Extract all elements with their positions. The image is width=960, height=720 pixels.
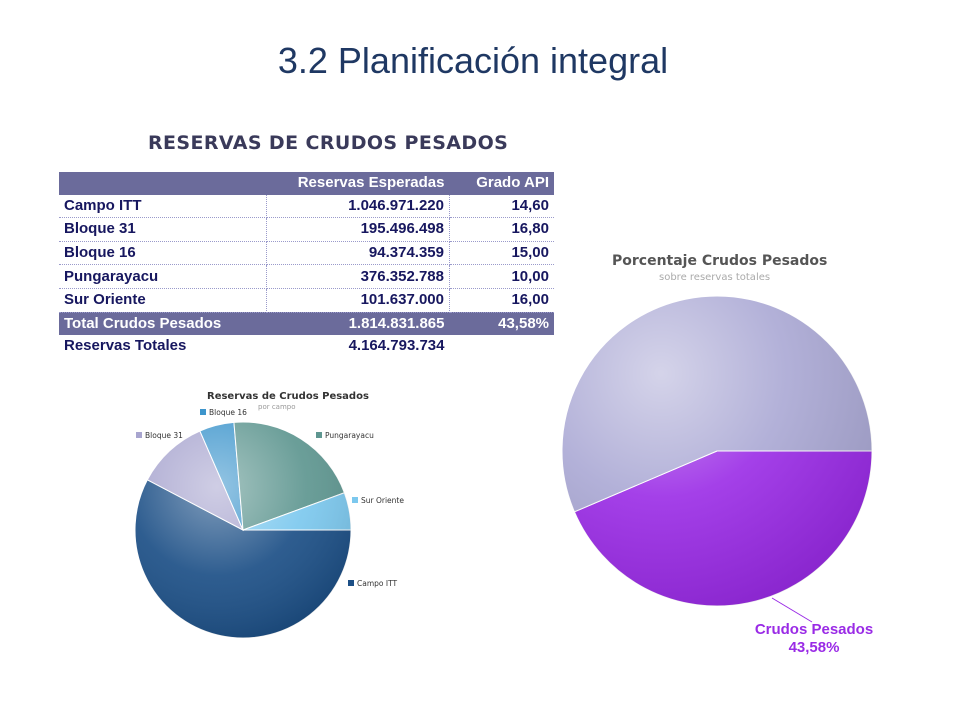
table-header-campo: [59, 172, 267, 195]
cell-campo: Campo ITT: [59, 194, 267, 219]
cell-campo: Sur Oriente: [59, 288, 267, 313]
table-header-row: Reservas Esperadas Grado API: [59, 172, 554, 195]
grand-total-reservas: 4.164.793.734: [348, 337, 445, 355]
table-row: Sur Oriente 101.637.000 16,00: [59, 288, 554, 313]
table-grand-total-row: Reservas Totales 4.164.793.734: [59, 335, 554, 358]
cell-reservas: 1.046.971.220: [266, 194, 450, 219]
legend-swatch-pungarayacu: [316, 432, 322, 438]
pie1-gloss: [135, 422, 351, 638]
table-row: Pungarayacu 376.352.788 10,00: [59, 264, 554, 289]
cell-reservas: 94.374.359: [266, 241, 450, 266]
section-title: RESERVAS DE CRUDOS PESADOS: [148, 132, 509, 154]
pie1-legend: Campo ITT Bloque 31 Bloque 16 Pungarayacu Su…: [136, 408, 404, 588]
table-total-row: Total Crudos Pesados 1.814.831.865 43,58…: [59, 312, 554, 336]
cell-api: 15,00: [449, 241, 554, 266]
legend-label-bloque-16: Bloque 16: [209, 408, 247, 417]
legend-label-campo-itt: Campo ITT: [357, 579, 398, 588]
cell-reservas: 101.637.000: [266, 288, 450, 313]
cell-api: 16,80: [449, 217, 554, 242]
slide-title: 3.2 Planificación integral: [277, 40, 669, 81]
pie1-subtitle: por campo: [258, 403, 296, 411]
legend-swatch-bloque-31: [136, 432, 142, 438]
cell-campo: Bloque 16: [59, 241, 267, 266]
legend-swatch-campo-itt: [348, 580, 354, 586]
cell-api: 14,60: [449, 194, 554, 219]
pie2-subtitle: sobre reservas totales: [659, 272, 770, 283]
table-header-reservas: Reservas Esperadas: [266, 172, 450, 195]
pie2-title: Porcentaje Crudos Pesados: [612, 253, 827, 269]
pie1-title: Reservas de Crudos Pesados: [207, 391, 369, 402]
pie2-gloss: [562, 296, 872, 606]
cell-campo: Bloque 31: [59, 217, 267, 242]
legend-label-bloque-31: Bloque 31: [145, 431, 183, 440]
table-row: Bloque 31 195.496.498 16,80: [59, 217, 554, 242]
table-header-api: Grado API: [449, 172, 554, 195]
legend-label-pungarayacu: Pungarayacu: [325, 431, 374, 440]
table-row: Bloque 16 94.374.359 15,00: [59, 241, 554, 266]
reserves-table: Reservas Esperadas Grado API Campo ITT 1…: [59, 172, 554, 358]
cell-reservas: 195.496.498: [266, 217, 450, 242]
reservas-pie-chart: Reservas de Crudos Pesados por campo Cam…: [134, 391, 404, 639]
legend-swatch-bloque-16: [200, 409, 206, 415]
table-row: Campo ITT 1.046.971.220 14,60: [59, 194, 554, 219]
total-reservas: 1.814.831.865: [266, 312, 450, 336]
total-label: Total Crudos Pesados: [59, 312, 267, 336]
cell-reservas: 376.352.788: [266, 264, 450, 289]
legend-swatch-sur-oriente: [352, 497, 358, 503]
pie2-annotation-label: Crudos Pesados: [755, 621, 873, 638]
pie2-annotation-leader: [771, 597, 813, 623]
pie2-annotation-value: 43,58%: [789, 639, 840, 656]
grand-total-empty: [450, 335, 555, 358]
porcentaje-pie-chart: Porcentaje Crudos Pesados sobre reservas…: [561, 253, 873, 656]
legend-label-sur-oriente: Sur Oriente: [361, 496, 404, 505]
cell-api: 16,00: [449, 288, 554, 313]
total-api: 43,58%: [449, 312, 554, 336]
cell-api: 10,00: [449, 264, 554, 289]
grand-total-label: Reservas Totales: [64, 337, 187, 355]
cell-campo: Pungarayacu: [59, 264, 267, 289]
